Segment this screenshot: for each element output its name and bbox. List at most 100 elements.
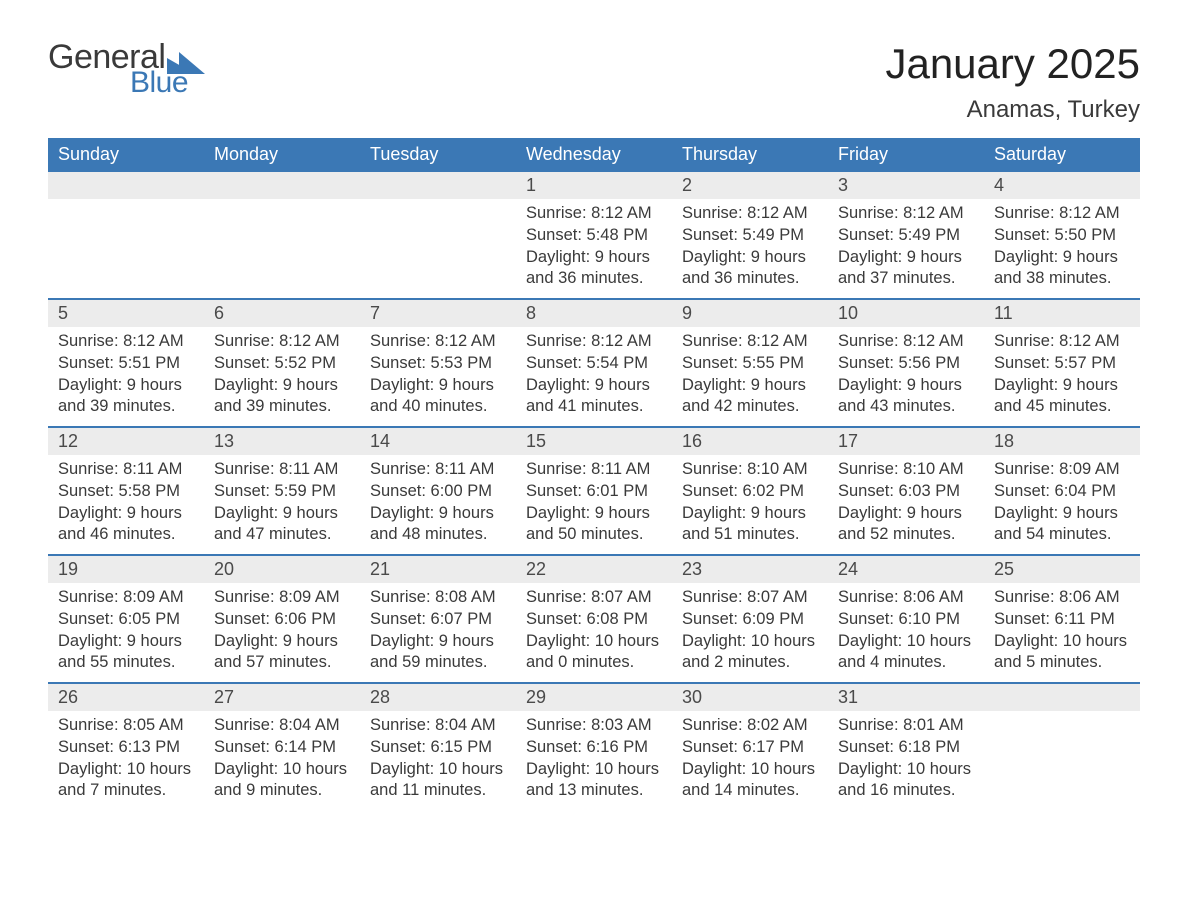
day-body: Sunrise: 8:01 AMSunset: 6:18 PMDaylight:… xyxy=(828,711,984,808)
daylight-line: Daylight: 9 hours and 50 minutes. xyxy=(526,503,662,547)
weekday-wednesday: Wednesday xyxy=(516,138,672,172)
day-cell: 9Sunrise: 8:12 AMSunset: 5:55 PMDaylight… xyxy=(672,300,828,426)
day-body: Sunrise: 8:08 AMSunset: 6:07 PMDaylight:… xyxy=(360,583,516,680)
day-cell: 8Sunrise: 8:12 AMSunset: 5:54 PMDaylight… xyxy=(516,300,672,426)
daylight-line: Daylight: 10 hours and 4 minutes. xyxy=(838,631,974,675)
day-cell: 30Sunrise: 8:02 AMSunset: 6:17 PMDayligh… xyxy=(672,684,828,810)
week-row: 19Sunrise: 8:09 AMSunset: 6:05 PMDayligh… xyxy=(48,554,1140,682)
day-cell: 6Sunrise: 8:12 AMSunset: 5:52 PMDaylight… xyxy=(204,300,360,426)
day-cell: 17Sunrise: 8:10 AMSunset: 6:03 PMDayligh… xyxy=(828,428,984,554)
day-body: Sunrise: 8:09 AMSunset: 6:06 PMDaylight:… xyxy=(204,583,360,680)
sunrise-line: Sunrise: 8:12 AM xyxy=(994,203,1130,225)
day-number: 4 xyxy=(984,172,1140,199)
day-body: Sunrise: 8:06 AMSunset: 6:10 PMDaylight:… xyxy=(828,583,984,680)
day-number: 10 xyxy=(828,300,984,327)
day-cell xyxy=(984,684,1140,810)
day-body: Sunrise: 8:12 AMSunset: 5:48 PMDaylight:… xyxy=(516,199,672,296)
sunrise-line: Sunrise: 8:12 AM xyxy=(370,331,506,353)
day-cell: 29Sunrise: 8:03 AMSunset: 6:16 PMDayligh… xyxy=(516,684,672,810)
day-body: Sunrise: 8:11 AMSunset: 6:00 PMDaylight:… xyxy=(360,455,516,552)
day-number: 21 xyxy=(360,556,516,583)
daylight-line: Daylight: 10 hours and 5 minutes. xyxy=(994,631,1130,675)
sunrise-line: Sunrise: 8:09 AM xyxy=(214,587,350,609)
sunrise-line: Sunrise: 8:09 AM xyxy=(994,459,1130,481)
logo-text-blue: Blue xyxy=(130,68,188,98)
day-cell: 26Sunrise: 8:05 AMSunset: 6:13 PMDayligh… xyxy=(48,684,204,810)
day-number xyxy=(360,172,516,199)
day-cell: 7Sunrise: 8:12 AMSunset: 5:53 PMDaylight… xyxy=(360,300,516,426)
sunset-line: Sunset: 5:51 PM xyxy=(58,353,194,375)
day-body: Sunrise: 8:12 AMSunset: 5:56 PMDaylight:… xyxy=(828,327,984,424)
sunrise-line: Sunrise: 8:02 AM xyxy=(682,715,818,737)
day-number: 12 xyxy=(48,428,204,455)
sunrise-line: Sunrise: 8:12 AM xyxy=(838,203,974,225)
week-row: 1Sunrise: 8:12 AMSunset: 5:48 PMDaylight… xyxy=(48,172,1140,298)
daylight-line: Daylight: 10 hours and 14 minutes. xyxy=(682,759,818,803)
daylight-line: Daylight: 9 hours and 54 minutes. xyxy=(994,503,1130,547)
sunrise-line: Sunrise: 8:10 AM xyxy=(838,459,974,481)
sunset-line: Sunset: 6:15 PM xyxy=(370,737,506,759)
calendar-weeks: 1Sunrise: 8:12 AMSunset: 5:48 PMDaylight… xyxy=(48,172,1140,810)
sunrise-line: Sunrise: 8:03 AM xyxy=(526,715,662,737)
day-cell: 4Sunrise: 8:12 AMSunset: 5:50 PMDaylight… xyxy=(984,172,1140,298)
sunset-line: Sunset: 5:59 PM xyxy=(214,481,350,503)
day-body: Sunrise: 8:07 AMSunset: 6:08 PMDaylight:… xyxy=(516,583,672,680)
sunset-line: Sunset: 5:53 PM xyxy=(370,353,506,375)
day-cell: 14Sunrise: 8:11 AMSunset: 6:00 PMDayligh… xyxy=(360,428,516,554)
day-number: 20 xyxy=(204,556,360,583)
day-cell: 20Sunrise: 8:09 AMSunset: 6:06 PMDayligh… xyxy=(204,556,360,682)
day-cell: 22Sunrise: 8:07 AMSunset: 6:08 PMDayligh… xyxy=(516,556,672,682)
day-number xyxy=(984,684,1140,711)
page-title: January 2025 xyxy=(885,40,1140,88)
sunset-line: Sunset: 6:03 PM xyxy=(838,481,974,503)
daylight-line: Daylight: 10 hours and 2 minutes. xyxy=(682,631,818,675)
sunset-line: Sunset: 6:13 PM xyxy=(58,737,194,759)
day-cell: 12Sunrise: 8:11 AMSunset: 5:58 PMDayligh… xyxy=(48,428,204,554)
sunset-line: Sunset: 5:57 PM xyxy=(994,353,1130,375)
sunset-line: Sunset: 6:06 PM xyxy=(214,609,350,631)
day-cell: 13Sunrise: 8:11 AMSunset: 5:59 PMDayligh… xyxy=(204,428,360,554)
sunrise-line: Sunrise: 8:12 AM xyxy=(682,203,818,225)
day-body: Sunrise: 8:12 AMSunset: 5:49 PMDaylight:… xyxy=(672,199,828,296)
day-body xyxy=(204,199,360,209)
day-body: Sunrise: 8:04 AMSunset: 6:14 PMDaylight:… xyxy=(204,711,360,808)
day-cell: 18Sunrise: 8:09 AMSunset: 6:04 PMDayligh… xyxy=(984,428,1140,554)
sunset-line: Sunset: 5:50 PM xyxy=(994,225,1130,247)
day-number: 13 xyxy=(204,428,360,455)
sunset-line: Sunset: 5:49 PM xyxy=(682,225,818,247)
daylight-line: Daylight: 9 hours and 36 minutes. xyxy=(526,247,662,291)
sunset-line: Sunset: 5:58 PM xyxy=(58,481,194,503)
day-body: Sunrise: 8:12 AMSunset: 5:52 PMDaylight:… xyxy=(204,327,360,424)
calendar: SundayMondayTuesdayWednesdayThursdayFrid… xyxy=(48,138,1140,810)
day-number: 5 xyxy=(48,300,204,327)
weekday-thursday: Thursday xyxy=(672,138,828,172)
week-row: 26Sunrise: 8:05 AMSunset: 6:13 PMDayligh… xyxy=(48,682,1140,810)
day-body: Sunrise: 8:09 AMSunset: 6:04 PMDaylight:… xyxy=(984,455,1140,552)
daylight-line: Daylight: 10 hours and 13 minutes. xyxy=(526,759,662,803)
day-body: Sunrise: 8:10 AMSunset: 6:03 PMDaylight:… xyxy=(828,455,984,552)
logo: General Blue xyxy=(48,40,205,98)
day-number xyxy=(204,172,360,199)
sunrise-line: Sunrise: 8:06 AM xyxy=(994,587,1130,609)
day-body xyxy=(984,711,1140,721)
sunrise-line: Sunrise: 8:05 AM xyxy=(58,715,194,737)
week-row: 5Sunrise: 8:12 AMSunset: 5:51 PMDaylight… xyxy=(48,298,1140,426)
day-body: Sunrise: 8:12 AMSunset: 5:51 PMDaylight:… xyxy=(48,327,204,424)
day-number: 29 xyxy=(516,684,672,711)
day-cell xyxy=(204,172,360,298)
day-body: Sunrise: 8:12 AMSunset: 5:55 PMDaylight:… xyxy=(672,327,828,424)
sunset-line: Sunset: 6:02 PM xyxy=(682,481,818,503)
day-body: Sunrise: 8:06 AMSunset: 6:11 PMDaylight:… xyxy=(984,583,1140,680)
day-number: 31 xyxy=(828,684,984,711)
sunrise-line: Sunrise: 8:04 AM xyxy=(214,715,350,737)
day-number: 3 xyxy=(828,172,984,199)
day-cell: 28Sunrise: 8:04 AMSunset: 6:15 PMDayligh… xyxy=(360,684,516,810)
daylight-line: Daylight: 9 hours and 47 minutes. xyxy=(214,503,350,547)
sunset-line: Sunset: 5:56 PM xyxy=(838,353,974,375)
day-number: 18 xyxy=(984,428,1140,455)
day-body: Sunrise: 8:09 AMSunset: 6:05 PMDaylight:… xyxy=(48,583,204,680)
page-subtitle: Anamas, Turkey xyxy=(885,96,1140,124)
day-number: 7 xyxy=(360,300,516,327)
day-cell: 19Sunrise: 8:09 AMSunset: 6:05 PMDayligh… xyxy=(48,556,204,682)
day-body: Sunrise: 8:07 AMSunset: 6:09 PMDaylight:… xyxy=(672,583,828,680)
